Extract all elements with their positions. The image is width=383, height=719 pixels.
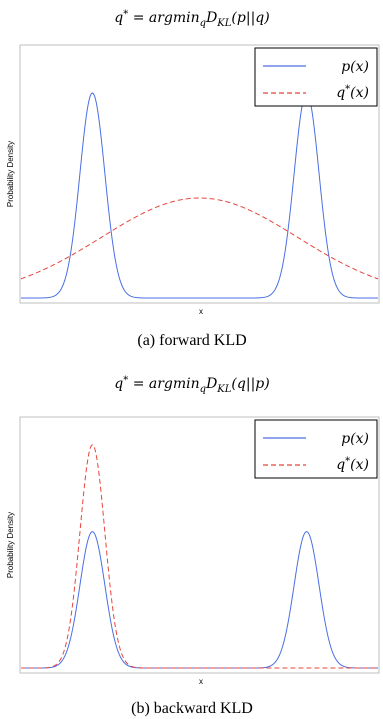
panel-a-legend-box bbox=[254, 47, 378, 107]
panel-a-legend-q-label: q*(x) bbox=[336, 84, 369, 101]
panel-b-legend-box bbox=[254, 419, 378, 479]
panel-a-y-label: Probability Density bbox=[6, 141, 15, 207]
panel-a-caption: (a) forward KLD bbox=[137, 332, 246, 349]
panel-b-x-label: x bbox=[199, 677, 203, 686]
panel-b-q-curve bbox=[21, 444, 378, 669]
panel-a-plot bbox=[20, 92, 379, 299]
panel-b-legend-p-label: p(x) bbox=[341, 431, 369, 447]
panel-a-legend: p(x) q*(x) bbox=[254, 47, 378, 107]
panel-a-p-curve bbox=[21, 92, 378, 299]
panel-a-title: q* = argminqDKL(p||q) bbox=[114, 9, 269, 29]
panel-b-caption: (b) backward KLD bbox=[131, 700, 253, 717]
panel-b-plot bbox=[21, 444, 378, 669]
panel-a-plot-frame bbox=[19, 44, 380, 304]
panel-b-plot-frame bbox=[19, 416, 380, 674]
panel-b-legend: p(x) q*(x) bbox=[254, 419, 378, 479]
panel-a-x-label: x bbox=[199, 307, 203, 316]
panel-a-q-curve bbox=[20, 197, 379, 280]
panel-b-p-curve bbox=[21, 531, 378, 669]
panel-a-legend-p-label: p(x) bbox=[341, 59, 369, 75]
panel-a: q* = argminqDKL(p||q) Probability Densit… bbox=[6, 9, 380, 349]
panel-b-y-label: Probability Density bbox=[6, 512, 15, 578]
panel-b-legend-q-label: q*(x) bbox=[336, 456, 369, 473]
panel-b-title: q* = argminqDKL(q||p) bbox=[114, 375, 269, 395]
panel-b: q* = argminqDKL(q||p) Probability Densit… bbox=[6, 375, 380, 717]
